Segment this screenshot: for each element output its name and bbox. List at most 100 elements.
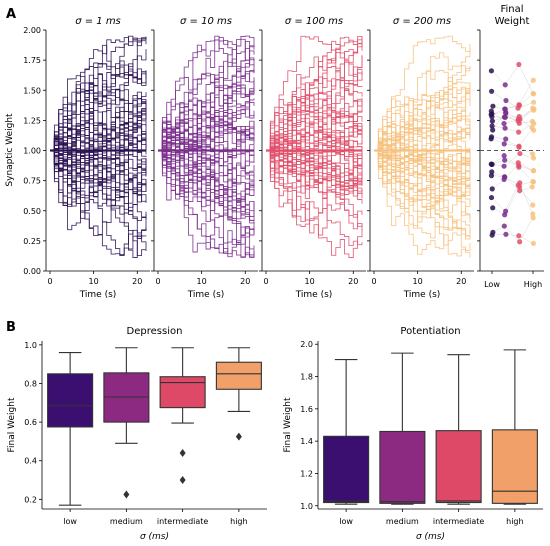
final-weight-point — [529, 118, 536, 125]
trajectory-line — [50, 130, 147, 173]
final-weight-point — [503, 136, 509, 142]
trajectory-line — [374, 150, 471, 252]
trajectory-line — [158, 35, 255, 151]
connector-line — [491, 217, 534, 243]
x-axis-label: Time (s) — [79, 290, 117, 300]
x-tick-label: 0 — [47, 277, 52, 286]
final-weight-point — [531, 127, 537, 133]
x-tick-label: 20 — [240, 277, 250, 286]
connector-line — [491, 162, 534, 190]
trajectory-line — [50, 63, 147, 157]
y-axis-label: Final Weight — [283, 397, 293, 452]
final-weight-point — [530, 211, 536, 217]
final-weight-point — [517, 188, 523, 194]
trajectory-line — [266, 39, 363, 151]
final-weight-point — [489, 169, 495, 175]
box-medium: medium — [103, 347, 150, 526]
y-tick-label: 0.4 — [24, 457, 37, 466]
connector-line — [491, 153, 534, 167]
trajectory-line — [374, 150, 471, 231]
panel-label-b: B — [6, 320, 16, 335]
y-tick-label: 2.00 — [23, 26, 41, 35]
connector-line — [491, 113, 534, 131]
y-tick-label: 2.0 — [300, 340, 313, 349]
potentiation-boxplot: Potentiation 1.0 1.2 1.4 1.6 1.8 2.0 Final Weig… — [283, 326, 543, 542]
box-iqr — [215, 361, 262, 390]
y-tick-label: 1.0 — [300, 502, 313, 511]
trajectory-line — [266, 66, 363, 151]
final-weight-point — [502, 174, 508, 180]
outlier-marker — [235, 432, 242, 441]
plot-title: Potentiation — [400, 326, 460, 337]
panel-b: Depression 0.2 0.4 0.6 0.8 1.0 Final Weight σ (… — [7, 326, 543, 542]
final-weight-point — [488, 68, 495, 74]
y-tick-label: 0.50 — [23, 207, 41, 216]
y-tick-label: 0.00 — [23, 267, 41, 276]
trajectory-line — [374, 35, 471, 151]
trajectory-line — [50, 49, 147, 151]
final-weight-point — [501, 163, 507, 169]
y-tick-label: 1.25 — [23, 116, 41, 125]
final-weight-point — [502, 157, 508, 163]
trajectory-line — [374, 150, 471, 258]
timecourse-plot-4: σ = 200 ms 0 10 20 Time (s) — [367, 16, 474, 300]
x-tick-label: medium — [386, 517, 419, 526]
final-title-line1: Final — [500, 4, 523, 15]
final-title-line2: Weight — [495, 16, 530, 27]
trajectory-line — [158, 87, 255, 177]
box-low: low — [323, 359, 370, 526]
final-weight-point — [516, 129, 522, 135]
timecourse-plot-2: σ = 10 ms 0 10 20 Time (s) — [151, 16, 258, 300]
trajectory-line — [374, 98, 471, 158]
final-weight-point — [516, 164, 522, 170]
x-tick-label: high — [506, 517, 523, 526]
x-tick-label: 0 — [263, 277, 268, 286]
x-tick-label: high — [230, 517, 247, 526]
final-weight-point — [502, 114, 508, 120]
final-weight-point — [490, 127, 496, 133]
x-tick-label: low — [63, 517, 77, 526]
final-weight-point — [516, 120, 522, 126]
box-iqr — [435, 430, 482, 504]
final-weight-point — [516, 184, 523, 190]
x-axis-label: σ (ms) — [416, 532, 445, 542]
final-weight-point — [531, 99, 537, 105]
connector-line — [491, 123, 534, 133]
final-weight-point — [530, 215, 536, 221]
trajectory-line — [266, 35, 363, 151]
y-tick-label: 0.75 — [23, 177, 41, 186]
final-weight-point — [489, 186, 495, 192]
y-tick-label: 1.00 — [23, 147, 41, 156]
final-weight-point — [501, 223, 507, 229]
final-weight-point — [517, 239, 523, 245]
x-axis-label: Time (s) — [187, 290, 225, 300]
final-weight-point — [516, 233, 522, 239]
y-tick-label: 1.4 — [300, 437, 313, 446]
y-tick-label: 1.6 — [300, 405, 313, 414]
y-tick-label: 1.2 — [300, 469, 313, 478]
timecourse-plot-1: σ = 1 ms 0 10 20 Time (s) 0.00 0.25 0.50 0.75 1.0… — [23, 16, 150, 300]
plot-title: Depression — [127, 326, 183, 337]
connector-line — [491, 127, 534, 147]
connector-line — [491, 155, 534, 183]
final-weight-point — [515, 160, 521, 166]
trajectory-line — [158, 37, 255, 151]
final-weight-point — [488, 161, 494, 167]
x-axis-label: Time (s) — [295, 290, 333, 300]
box-iqr — [47, 373, 94, 428]
trajectory-line — [374, 86, 471, 151]
trajectory-line — [50, 150, 147, 258]
connector-line — [491, 116, 534, 131]
y-tick-label: 0.8 — [24, 379, 37, 388]
x-tick-label: 10 — [305, 277, 315, 286]
y-tick-label: 1.0 — [24, 341, 37, 350]
final-weight-point — [530, 168, 536, 174]
connector-line — [491, 234, 534, 244]
x-tick-label-high: High — [524, 280, 542, 289]
box-intermediate: intermediate — [157, 347, 208, 526]
final-weight-point — [503, 97, 509, 104]
final-weight-point — [489, 123, 495, 129]
trajectory-line — [158, 47, 255, 151]
